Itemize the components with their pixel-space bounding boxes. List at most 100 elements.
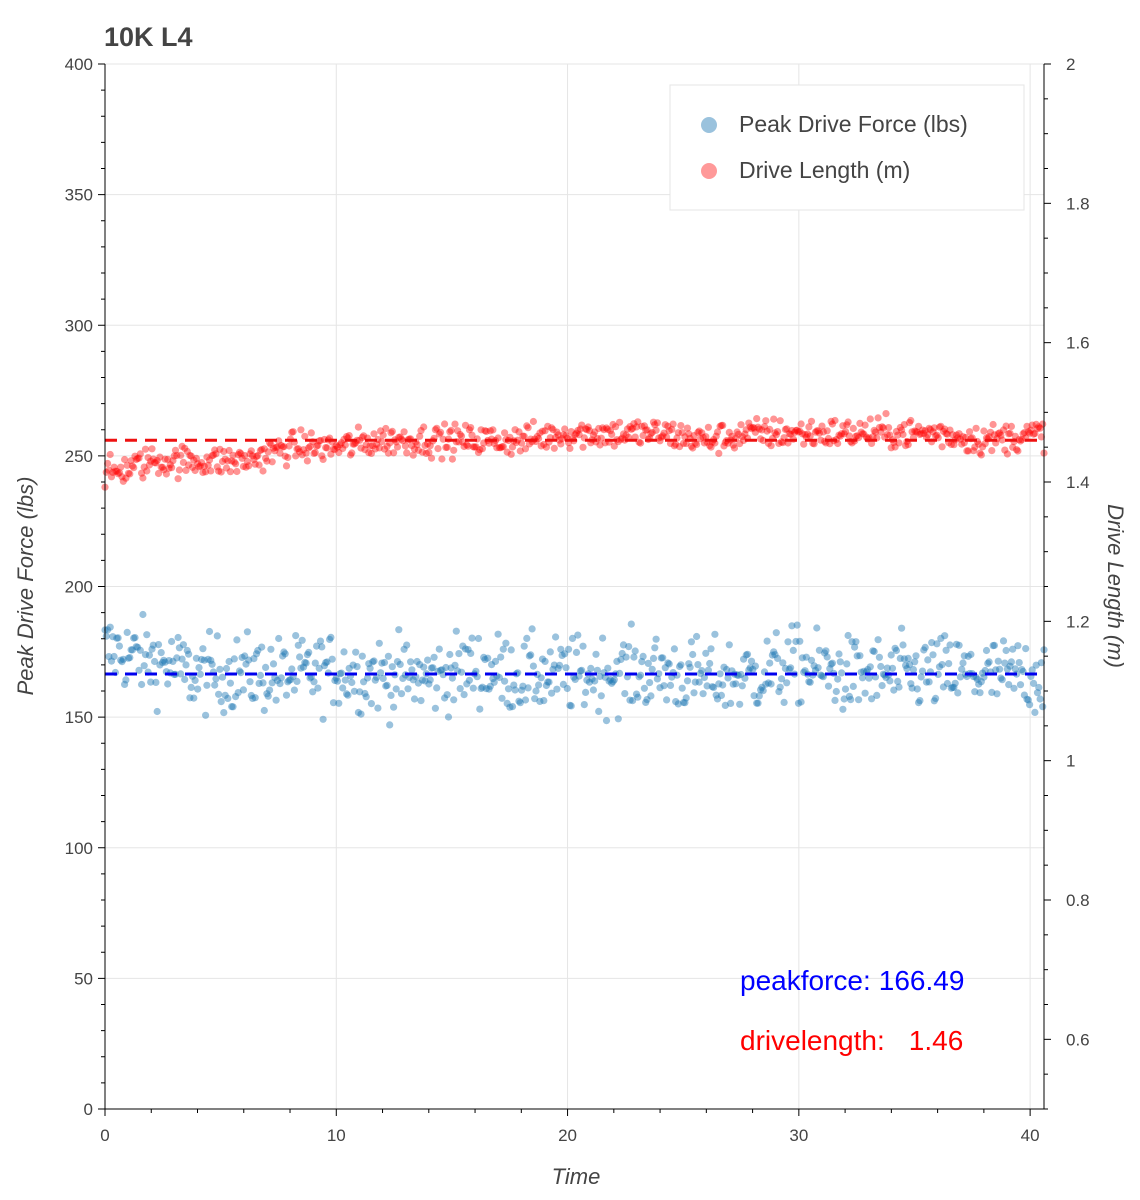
data-point [801, 667, 809, 675]
data-point [264, 448, 272, 456]
data-point [183, 646, 191, 655]
data-point [890, 686, 898, 694]
data-point [489, 426, 497, 434]
data-point [152, 678, 160, 687]
data-point [606, 676, 615, 684]
data-point [640, 422, 649, 430]
data-point [552, 633, 560, 641]
data-point [442, 443, 450, 451]
data-point [222, 664, 231, 673]
data-point [555, 661, 564, 669]
data-point [119, 477, 127, 485]
data-point [107, 657, 116, 665]
data-point [420, 423, 428, 431]
data-point [392, 685, 400, 693]
data-point [1002, 422, 1010, 430]
data-point [582, 688, 590, 697]
data-point [130, 634, 138, 642]
data-point [179, 641, 187, 649]
data-point [933, 431, 941, 439]
data-point [768, 651, 777, 659]
data-point [410, 445, 419, 453]
x-tick-label: 30 [789, 1126, 808, 1145]
data-point [345, 664, 353, 672]
data-point [408, 666, 416, 674]
data-point [1024, 696, 1032, 704]
data-point [988, 688, 996, 697]
data-point [712, 691, 720, 699]
data-point [455, 438, 463, 446]
data-point [336, 670, 344, 678]
data-point [789, 646, 797, 655]
data-point [734, 430, 743, 438]
data-point [251, 694, 259, 702]
data-point [286, 676, 294, 684]
data-point [333, 677, 342, 685]
data-point [110, 652, 118, 661]
data-point [153, 456, 161, 465]
data-point [282, 691, 291, 699]
data-point [909, 666, 918, 674]
data-point [117, 656, 125, 664]
data-point [249, 694, 257, 703]
data-point [835, 431, 843, 439]
data-point [902, 442, 910, 450]
data-point [952, 431, 961, 439]
data-point [626, 696, 634, 704]
data-point [537, 442, 545, 450]
data-point [561, 650, 569, 658]
data-point [497, 653, 505, 661]
data-point [196, 670, 204, 678]
data-point [293, 445, 301, 453]
data-point [478, 683, 486, 691]
data-point [139, 610, 147, 619]
data-point [1019, 667, 1027, 676]
data-point [143, 467, 151, 475]
data-point [527, 651, 535, 659]
data-point [293, 677, 301, 686]
data-point [614, 715, 622, 723]
data-point [779, 659, 787, 667]
data-point [885, 424, 893, 432]
data-point [740, 436, 748, 444]
data-point [840, 430, 848, 438]
data-point [158, 658, 167, 667]
data-point [141, 445, 150, 453]
data-point [623, 425, 632, 433]
data-point [468, 634, 476, 642]
data-point [783, 425, 791, 433]
data-point [292, 452, 300, 460]
data-point [143, 631, 151, 639]
data-point [413, 657, 421, 666]
data-point [757, 435, 765, 443]
data-point [1013, 446, 1021, 454]
data-point [930, 424, 938, 432]
data-point [1003, 450, 1012, 458]
data-point [700, 673, 709, 682]
data-point [272, 443, 280, 452]
data-point [213, 463, 221, 471]
data-point [566, 444, 574, 452]
data-point [904, 654, 912, 663]
data-point [997, 674, 1005, 682]
data-point [433, 684, 441, 692]
data-point [785, 430, 793, 438]
data-point [887, 444, 895, 452]
data-point [548, 689, 556, 697]
data-point [873, 691, 881, 700]
data-point [115, 469, 123, 477]
data-point [678, 429, 686, 437]
data-point [659, 432, 667, 440]
x-axis-label: Time [552, 1164, 601, 1189]
data-point [482, 685, 490, 693]
data-point [707, 443, 715, 451]
data-point [567, 702, 575, 710]
data-point [596, 672, 604, 681]
data-point [208, 660, 216, 668]
data-point [899, 641, 907, 649]
data-point [105, 653, 113, 661]
data-point [332, 442, 340, 450]
data-point [763, 427, 771, 435]
data-point [861, 689, 869, 697]
data-point [448, 674, 456, 682]
